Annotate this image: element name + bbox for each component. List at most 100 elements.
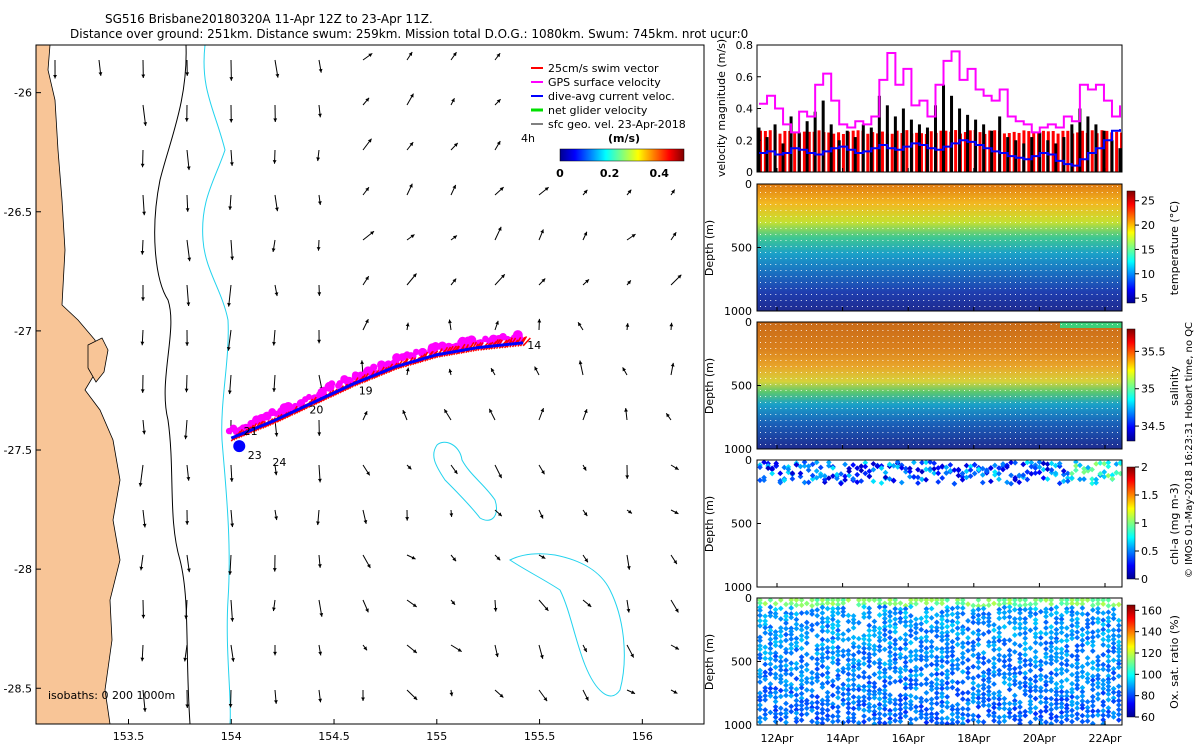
sample-dot [948,372,950,373]
colorbar-tick-label: 1 [1141,517,1148,530]
sample-dot [989,192,991,193]
sample-dot [1086,402,1088,403]
sample-dot [1117,282,1118,283]
sample-dot [1035,270,1037,271]
oxygen-sample [939,645,945,652]
chla-sample [805,467,812,473]
sample-dot [775,396,777,397]
oxygen-sample [913,685,919,692]
sample-dot [867,216,869,217]
sample-dot [785,198,787,199]
oxygen-sample [762,649,769,656]
sample-dot [907,192,909,193]
sample-dot [958,252,960,253]
velocity-arrow-head [361,697,365,701]
sample-dot [765,384,767,385]
oxygen-sample [897,666,904,672]
oxygen-sample [777,654,784,660]
sample-dot [892,414,894,415]
sample-dot [994,324,996,325]
sample-dot [948,420,950,421]
sample-dot [1030,288,1032,289]
sample-dot [964,222,965,223]
sample-dot [851,186,853,187]
oxygen-sample [819,658,826,664]
net-velocity-bar [1118,148,1122,172]
sample-dot [882,414,884,415]
sample-dot [958,354,960,355]
oxygen-sample [907,639,914,646]
sample-dot [948,186,950,187]
oxygen-sample [871,680,878,687]
velocity-arrow-head [543,697,548,702]
sample-dot [892,216,894,217]
oxygen-sample [788,631,795,638]
sample-dot [928,384,930,385]
sample-dot [867,444,869,445]
sample-dot [760,372,761,373]
sample-dot [989,432,991,433]
oxygen-sample [949,678,956,685]
sample-dot [1101,204,1103,205]
sample-dot [856,390,858,391]
oxygen-sample [881,627,888,633]
velocity-arrow-head [585,279,590,284]
swim-speed-bar [851,130,855,172]
sample-dot [785,378,787,379]
sample-dot [1106,402,1108,403]
sample-dot [790,408,792,409]
sample-dot [918,384,920,385]
sample-dot [979,276,981,277]
sample-dot [902,228,904,229]
sample-dot [953,348,955,349]
sample-dot [938,360,940,361]
sample-dot [1030,216,1032,217]
oxygen-sample [798,681,805,688]
sample-dot [1111,432,1113,433]
oxygen-sample [933,633,940,640]
sample-dot [816,216,818,217]
oxygen-sample [814,601,821,607]
sample-dot [1101,330,1103,331]
oxygen-sample [850,676,857,683]
sample-dot [841,246,843,247]
sample-dot [770,294,772,295]
oxygen-sample [944,699,951,706]
sample-dot [953,438,955,439]
sample-dot [913,186,914,187]
sample-dot [953,372,955,373]
velocity-arrow-head [273,118,278,122]
oxygen-sample [954,631,961,637]
oxygen-sample [928,717,935,724]
sample-dot [1060,366,1062,367]
sample-dot [846,390,848,391]
oxygen-sample [949,644,956,651]
oxygen-sample [840,637,847,643]
sample-dot [1076,402,1078,403]
sample-dot [821,408,823,409]
sample-dot [1060,282,1062,283]
sample-dot [1050,288,1052,289]
sample-dot [765,300,767,301]
chla-sample [809,461,816,468]
oxygen-sample [824,679,831,686]
oxygen-sample [949,717,956,723]
sample-dot [943,240,945,241]
sample-dot [867,228,869,229]
oxygen-sample [850,652,857,658]
oxygen-sample [949,657,956,664]
oxygen-sample [944,607,951,614]
sample-dot [1091,246,1093,247]
sample-dot [1015,414,1016,415]
oxygen-sample [814,719,821,725]
sample-dot [856,204,858,205]
sample-dot [943,228,945,229]
sample-dot [1030,234,1032,235]
sample-dot [1091,414,1093,415]
net-velocity-bar [845,130,849,172]
sample-dot [918,396,920,397]
sample-dot [1071,216,1073,217]
sample-dot [775,384,777,385]
sample-dot [933,270,935,271]
